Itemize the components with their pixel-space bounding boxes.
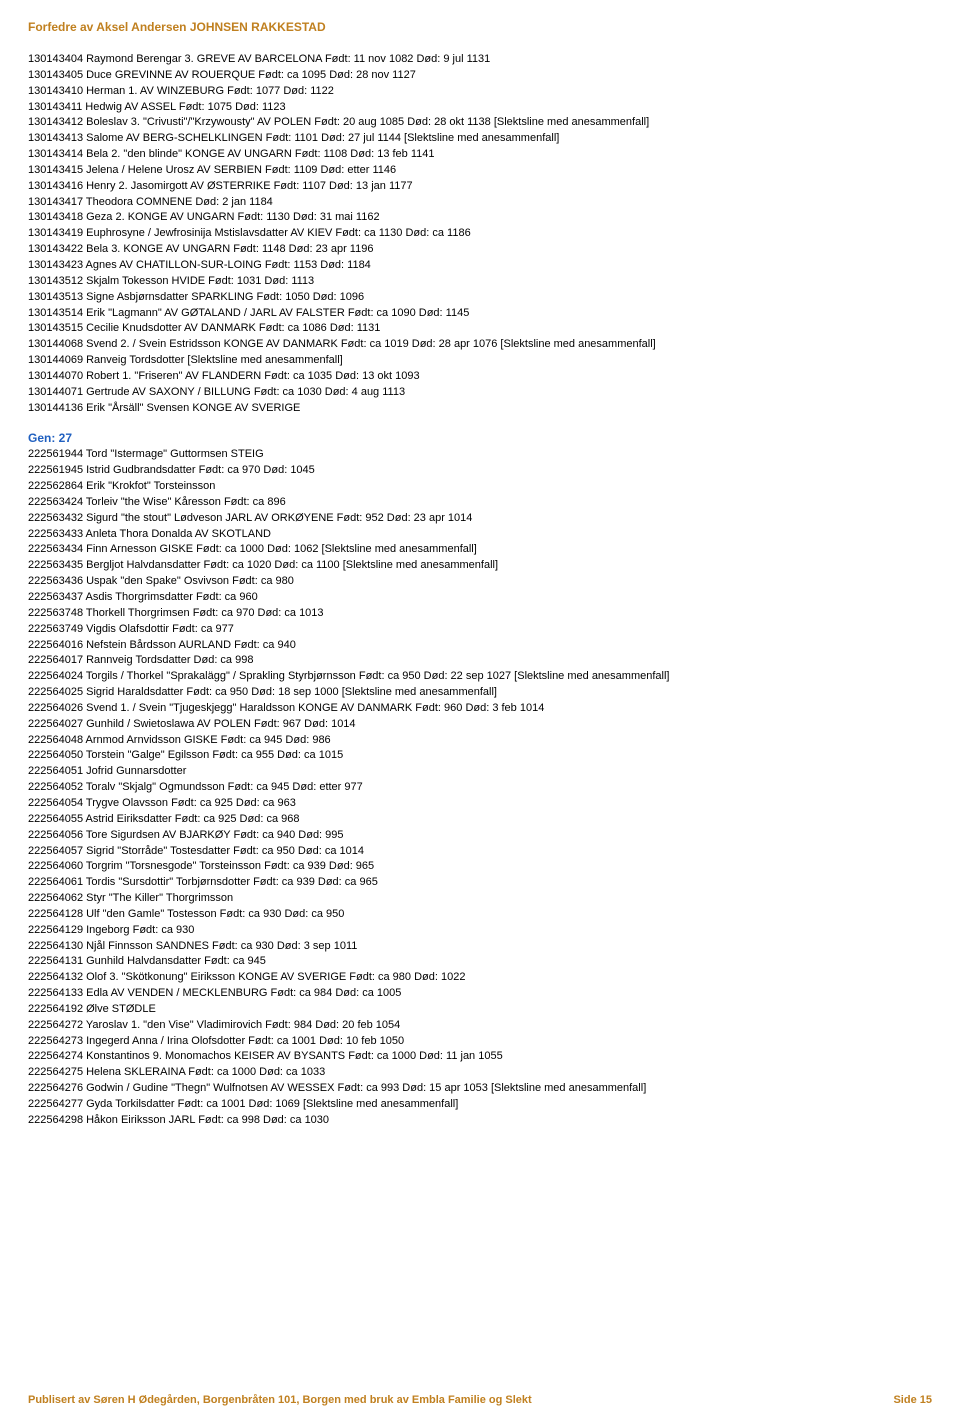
- ancestor-line: 222563749 Vigdis Olafsdottir Født: ca 97…: [28, 622, 932, 637]
- ancestor-line: 130143418 Geza 2. KONGE AV UNGARN Født: …: [28, 210, 932, 225]
- ancestor-line: 222564027 Gunhild / Swietoslawa AV POLEN…: [28, 717, 932, 732]
- ancestor-line: 222564054 Trygve Olavsson Født: ca 925 D…: [28, 796, 932, 811]
- ancestor-line: 222564277 Gyda Torkilsdatter Født: ca 10…: [28, 1097, 932, 1112]
- ancestor-list-1: 130143404 Raymond Berengar 3. GREVE AV B…: [28, 52, 932, 415]
- ancestor-line: 222563432 Sigurd "the stout" Lødveson JA…: [28, 511, 932, 526]
- footer-publisher: Publisert av Søren H Ødegården, Borgenbr…: [28, 1394, 532, 1406]
- ancestor-line: 222564131 Gunhild Halvdansdatter Født: c…: [28, 954, 932, 969]
- ancestor-line: 130143513 Signe Asbjørnsdatter SPARKLING…: [28, 290, 932, 305]
- ancestor-line: 222563434 Finn Arnesson GISKE Født: ca 1…: [28, 542, 932, 557]
- ancestor-line: 130143404 Raymond Berengar 3. GREVE AV B…: [28, 52, 932, 67]
- ancestor-line: 222564055 Astrid Eiriksdatter Født: ca 9…: [28, 812, 932, 827]
- ancestor-line: 222563433 Anleta Thora Donalda AV SKOTLA…: [28, 527, 932, 542]
- ancestor-line: 130143422 Bela 3. KONGE AV UNGARN Født: …: [28, 242, 932, 257]
- ancestor-line: 222564060 Torgrim "Torsnesgode" Torstein…: [28, 859, 932, 874]
- ancestor-line: 130143417 Theodora COMNENE Død: 2 jan 11…: [28, 195, 932, 210]
- ancestor-line: 130143419 Euphrosyne / Jewfrosinija Msti…: [28, 226, 932, 241]
- ancestor-line: 222564024 Torgils / Thorkel "Sprakalägg"…: [28, 669, 932, 684]
- ancestor-line: 222564273 Ingegerd Anna / Irina Olofsdot…: [28, 1034, 932, 1049]
- ancestor-line: 130144068 Svend 2. / Svein Estridsson KO…: [28, 337, 932, 352]
- ancestor-line: 130143514 Erik "Lagmann" AV GØTALAND / J…: [28, 306, 932, 321]
- ancestor-line: 222564062 Styr "The Killer" Thorgrimsson: [28, 891, 932, 906]
- ancestor-line: 222562864 Erik "Krokfot" Torsteinsson: [28, 479, 932, 494]
- ancestor-line: 222564025 Sigrid Haraldsdatter Født: ca …: [28, 685, 932, 700]
- ancestor-line: 130143515 Cecilie Knudsdotter AV DANMARK…: [28, 321, 932, 336]
- ancestor-line: 222564129 Ingeborg Født: ca 930: [28, 923, 932, 938]
- ancestor-line: 222564298 Håkon Eiriksson JARL Født: ca …: [28, 1113, 932, 1128]
- ancestor-line: 222561945 Istrid Gudbrandsdatter Født: c…: [28, 463, 932, 478]
- ancestor-line: 222563437 Asdis Thorgrimsdatter Født: ca…: [28, 590, 932, 605]
- ancestor-line: 222564056 Tore Sigurdsen AV BJARKØY Født…: [28, 828, 932, 843]
- ancestor-line: 130143416 Henry 2. Jasomirgott AV ØSTERR…: [28, 179, 932, 194]
- ancestor-line: 222564192 Ølve STØDLE: [28, 1002, 932, 1017]
- ancestor-line: 222563424 Torleiv "the Wise" Kåresson Fø…: [28, 495, 932, 510]
- ancestor-line: 222563748 Thorkell Thorgrimsen Født: ca …: [28, 606, 932, 621]
- footer-page: Side 15: [893, 1394, 932, 1406]
- ancestor-line: 222564132 Olof 3. "Skötkonung" Eiriksson…: [28, 970, 932, 985]
- ancestor-line: 130144069 Ranveig Tordsdotter [Slektslin…: [28, 353, 932, 368]
- footer: Publisert av Søren H Ødegården, Borgenbr…: [28, 1388, 932, 1406]
- ancestor-line: 222564061 Tordis "Sursdottir" Torbjørnsd…: [28, 875, 932, 890]
- ancestor-list-2: 222561944 Tord "Istermage" Guttormsen ST…: [28, 447, 932, 1127]
- ancestor-line: 222564050 Torstein "Galge" Egilsson Født…: [28, 748, 932, 763]
- ancestor-line: 130144136 Erik "Årsäll" Svensen KONGE AV…: [28, 401, 932, 416]
- ancestor-line: 222564274 Konstantinos 9. Monomachos KEI…: [28, 1049, 932, 1064]
- ancestor-line: 130143413 Salome AV BERG-SCHELKLINGEN Fø…: [28, 131, 932, 146]
- ancestor-line: 222564016 Nefstein Bårdsson AURLAND Født…: [28, 638, 932, 653]
- page-title: Forfedre av Aksel Andersen JOHNSEN RAKKE…: [28, 20, 932, 34]
- ancestor-line: 130143415 Jelena / Helene Urosz AV SERBI…: [28, 163, 932, 178]
- ancestor-line: 222564130 Njål Finnsson SANDNES Født: ca…: [28, 939, 932, 954]
- ancestor-line: 222564276 Godwin / Gudine "Thegn" Wulfno…: [28, 1081, 932, 1096]
- ancestor-line: 222563435 Bergljot Halvdansdatter Født: …: [28, 558, 932, 573]
- ancestor-line: 130143512 Skjalm Tokesson HVIDE Født: 10…: [28, 274, 932, 289]
- ancestor-line: 130144070 Robert 1. "Friseren" AV FLANDE…: [28, 369, 932, 384]
- ancestor-line: 222564026 Svend 1. / Svein "Tjugeskjegg"…: [28, 701, 932, 716]
- ancestor-line: 222561944 Tord "Istermage" Guttormsen ST…: [28, 447, 932, 462]
- ancestor-line: 222564017 Rannveig Tordsdatter Død: ca 9…: [28, 653, 932, 668]
- ancestor-line: 130143411 Hedwig AV ASSEL Født: 1075 Død…: [28, 100, 932, 115]
- ancestor-line: 222564048 Arnmod Arnvidsson GISKE Født: …: [28, 733, 932, 748]
- ancestor-line: 130143410 Herman 1. AV WINZEBURG Født: 1…: [28, 84, 932, 99]
- ancestor-line: 222564133 Edla AV VENDEN / MECKLENBURG F…: [28, 986, 932, 1001]
- ancestor-line: 222564051 Jofrid Gunnarsdotter: [28, 764, 932, 779]
- ancestor-line: 222563436 Uspak "den Spake" Osvivson Fød…: [28, 574, 932, 589]
- ancestor-line: 130143405 Duce GREVINNE AV ROUERQUE Født…: [28, 68, 932, 83]
- ancestor-line: 130143414 Bela 2. "den blinde" KONGE AV …: [28, 147, 932, 162]
- generation-header: Gen: 27: [28, 431, 932, 445]
- ancestor-line: 222564272 Yaroslav 1. "den Vise" Vladimi…: [28, 1018, 932, 1033]
- ancestor-line: 130144071 Gertrude AV SAXONY / BILLUNG F…: [28, 385, 932, 400]
- ancestor-line: 222564057 Sigrid "Storråde" Tostesdatter…: [28, 844, 932, 859]
- ancestor-line: 130143412 Boleslav 3. "Crivusti"/"Krzywo…: [28, 115, 932, 130]
- ancestor-line: 222564052 Toralv "Skjalg" Ogmundsson Fød…: [28, 780, 932, 795]
- ancestor-line: 222564275 Helena SKLERAINA Født: ca 1000…: [28, 1065, 932, 1080]
- ancestor-line: 130143423 Agnes AV CHATILLON-SUR-LOING F…: [28, 258, 932, 273]
- ancestor-line: 222564128 Ulf "den Gamle" Tostesson Født…: [28, 907, 932, 922]
